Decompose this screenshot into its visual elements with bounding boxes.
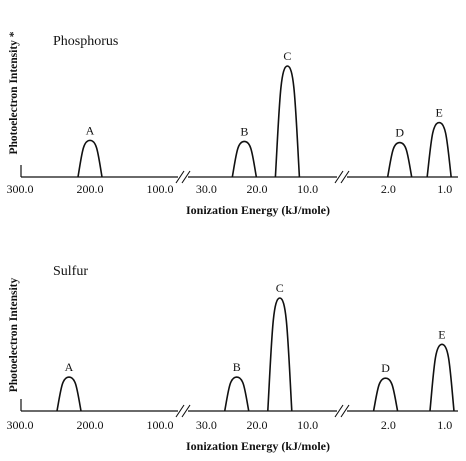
peak-B bbox=[223, 376, 250, 412]
x-tick-label: 300.0 bbox=[7, 418, 34, 432]
peak-D bbox=[386, 141, 413, 178]
x-tick-label: 1.0 bbox=[437, 182, 452, 196]
peak-E bbox=[429, 343, 455, 412]
x-tick-label: 10.0 bbox=[297, 182, 318, 196]
peak-label-E: E bbox=[435, 106, 442, 120]
axis-break-mark-1-1 bbox=[175, 170, 185, 184]
x-tick-label: 1.0 bbox=[437, 418, 452, 432]
x-tick-label: 30.0 bbox=[196, 418, 217, 432]
axis-break-mark-2-1 bbox=[334, 170, 344, 184]
pes-panel-2: Sulfur Photoelectron Intensity 300.0 200.0 1… bbox=[7, 264, 458, 453]
axis-break-mark-2-2 bbox=[340, 170, 350, 184]
peak-B bbox=[231, 140, 258, 178]
x-tick-label: 200.0 bbox=[77, 182, 104, 196]
x-tick-label: 200.0 bbox=[77, 418, 104, 432]
peak-label-B: B bbox=[233, 360, 241, 374]
axis-break-mark-1-2 bbox=[181, 170, 191, 184]
pes-panel-1: Phosphorus Photoelectron Intensity * 300.0… bbox=[7, 31, 458, 217]
x-tick-label: 100.0 bbox=[147, 182, 174, 196]
peak-C bbox=[274, 65, 301, 178]
peak-E bbox=[426, 121, 452, 178]
x-tick-label: 2.0 bbox=[381, 418, 396, 432]
y-axis-label: Photoelectron Intensity bbox=[8, 278, 20, 393]
peak-label-E: E bbox=[438, 327, 445, 341]
peak-D bbox=[372, 377, 399, 412]
peak-label-D: D bbox=[381, 361, 390, 375]
x-tick-label: 300.0 bbox=[7, 182, 34, 196]
x-tick-label: 20.0 bbox=[247, 418, 268, 432]
peak-label-A: A bbox=[86, 123, 95, 137]
axis-break-mark-1-2 bbox=[181, 404, 191, 418]
peak-label-C: C bbox=[276, 281, 284, 295]
peak-label-D: D bbox=[395, 126, 404, 140]
axis-break-mark-2-2 bbox=[340, 404, 350, 418]
x-axis-title: Ionization Energy (kJ/mole) bbox=[186, 439, 330, 453]
x-axis-title: Ionization Energy (kJ/mole) bbox=[186, 203, 330, 217]
element-title: Sulfur bbox=[53, 264, 88, 279]
x-tick-label: 2.0 bbox=[381, 182, 396, 196]
axis-break-mark-2-1 bbox=[334, 404, 344, 418]
y-axis-label: Photoelectron Intensity * bbox=[8, 31, 20, 154]
x-tick-label: 100.0 bbox=[147, 418, 174, 432]
peak-label-B: B bbox=[240, 124, 248, 138]
peak-A bbox=[77, 139, 103, 178]
peak-label-C: C bbox=[283, 49, 291, 63]
element-title: Phosphorus bbox=[53, 34, 118, 49]
peak-C bbox=[267, 297, 293, 412]
peak-A bbox=[56, 376, 82, 412]
axis-break-mark-1-1 bbox=[175, 404, 185, 418]
x-tick-label: 30.0 bbox=[196, 182, 217, 196]
x-tick-label: 10.0 bbox=[297, 418, 318, 432]
peak-label-A: A bbox=[65, 360, 74, 374]
x-tick-label: 20.0 bbox=[247, 182, 268, 196]
